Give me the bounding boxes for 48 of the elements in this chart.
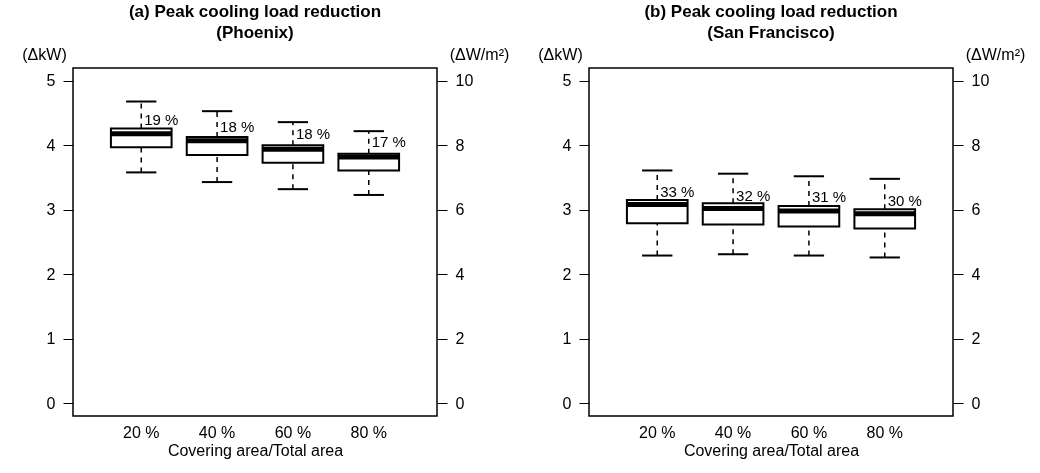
y-tick-label: 5 bbox=[562, 72, 572, 90]
y-tick-label: 2 bbox=[562, 265, 572, 283]
x-tick-label: 60 % bbox=[274, 423, 312, 441]
annotation: 33 % bbox=[660, 183, 695, 201]
y2-tick-label: 8 bbox=[971, 136, 981, 154]
annotation: 18 % bbox=[220, 117, 255, 135]
chart-title: (b) Peak cooling load reduction (San Francisco) bbox=[644, 2, 898, 42]
y2-tick-label: 2 bbox=[971, 330, 981, 348]
annotation: 17 % bbox=[371, 133, 406, 151]
annotation: 31 % bbox=[811, 187, 847, 205]
y2-tick-label: 4 bbox=[455, 265, 465, 283]
y2-tick-label: 4 bbox=[971, 265, 981, 283]
y-tick-label: 0 bbox=[46, 394, 56, 412]
annotation: 30 % bbox=[887, 191, 922, 209]
annotation: 19 % bbox=[144, 111, 179, 129]
y-axis-title: (ΔkW) bbox=[538, 45, 583, 63]
x-tick-label: 20 % bbox=[639, 423, 676, 441]
x-tick-label: 80 % bbox=[866, 423, 903, 441]
y-tick-label: 5 bbox=[46, 72, 56, 90]
y2-axis-title: (ΔW/m²) bbox=[449, 45, 510, 63]
x-axis-title: Covering area/Total area bbox=[167, 441, 344, 459]
annotation: 32 % bbox=[736, 186, 771, 204]
x-tick-label: 80 % bbox=[350, 423, 387, 441]
y-tick-label: 3 bbox=[562, 201, 572, 219]
y2-tick-label: 6 bbox=[971, 201, 981, 219]
y-tick-label: 4 bbox=[46, 136, 56, 154]
y-tick-label: 1 bbox=[46, 330, 56, 348]
x-axis-title: Covering area/Total area bbox=[683, 441, 860, 459]
y-axis-title: (ΔkW) bbox=[22, 45, 67, 63]
annotation: 18 % bbox=[295, 125, 331, 143]
y2-tick-label: 2 bbox=[455, 330, 465, 348]
y2-tick-label: 8 bbox=[455, 136, 465, 154]
x-tick-label: 20 % bbox=[123, 423, 160, 441]
y2-axis-title: (ΔW/m²) bbox=[965, 45, 1026, 63]
y2-tick-label: 10 bbox=[455, 72, 474, 90]
y-tick-label: 1 bbox=[562, 330, 572, 348]
y2-tick-label: 0 bbox=[455, 394, 465, 412]
x-tick-label: 40 % bbox=[714, 423, 752, 441]
y2-tick-label: 6 bbox=[455, 201, 465, 219]
y-tick-label: 3 bbox=[46, 201, 56, 219]
y2-tick-label: 0 bbox=[971, 394, 981, 412]
chart-title: (a) Peak cooling load reduction (Phoenix) bbox=[128, 2, 382, 42]
x-tick-label: 40 % bbox=[198, 423, 236, 441]
x-tick-label: 60 % bbox=[790, 423, 828, 441]
y-tick-label: 0 bbox=[562, 394, 572, 412]
y-tick-label: 2 bbox=[46, 265, 56, 283]
y2-tick-label: 10 bbox=[971, 72, 990, 90]
y-tick-label: 4 bbox=[562, 136, 572, 154]
